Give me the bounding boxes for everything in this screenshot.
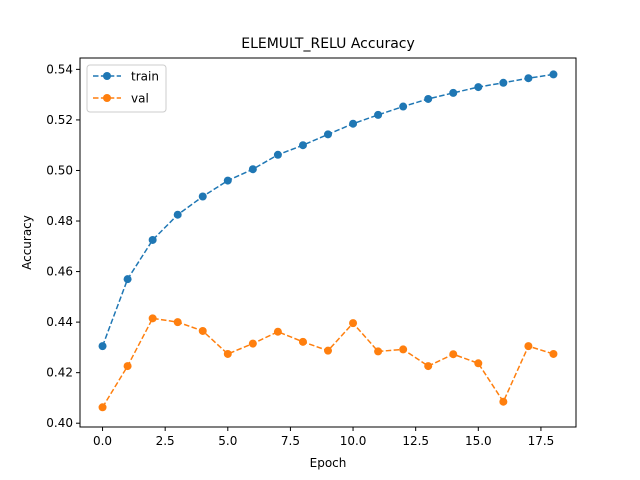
axes-frame (79, 57, 577, 428)
train-point (374, 110, 383, 119)
val-point (298, 337, 307, 346)
y-tick-label: 0.46 (46, 265, 73, 279)
train-point (424, 94, 433, 103)
chart-title: ELEMULT_RELU Accuracy (241, 36, 415, 52)
y-tick-label: 0.44 (46, 315, 73, 329)
train-point (499, 78, 508, 87)
val-point (324, 346, 332, 355)
legend: train val (86, 64, 167, 113)
train-point (298, 141, 307, 150)
axis-ticks: 0.0 2.5 5.0 7.5 10.0 12.5 15.0 17.5 0.40 0.42 0.44… (46, 62, 554, 448)
val-point (223, 349, 232, 358)
train-point (248, 165, 257, 174)
val-point (248, 339, 257, 348)
plot-area (98, 70, 558, 412)
x-tick-label: 12.5 (402, 434, 429, 448)
val-point (123, 362, 132, 371)
train-point (549, 70, 558, 79)
train-point (524, 74, 533, 83)
train-point (98, 342, 107, 351)
val-point (374, 347, 383, 356)
y-tick-label: 0.50 (46, 163, 73, 177)
legend-val-label: val (131, 92, 149, 106)
val-point (399, 345, 408, 354)
val-point (98, 403, 107, 412)
val-point (173, 318, 182, 327)
y-tick-label: 0.48 (46, 214, 73, 228)
val-point (148, 314, 157, 323)
x-tick-label: 5.0 (218, 434, 237, 448)
x-tick-label: 10.0 (340, 434, 367, 448)
train-point (223, 176, 232, 185)
x-axis-label: Epoch (310, 456, 347, 470)
train-point (399, 102, 408, 111)
val-point (474, 359, 483, 368)
legend-val-marker (103, 94, 111, 102)
train-point (324, 130, 332, 139)
x-tick-label: 7.5 (281, 434, 300, 448)
train-point (273, 150, 282, 159)
x-tick-label: 2.5 (156, 434, 175, 448)
x-tick-label: 17.5 (528, 434, 555, 448)
x-tick-label: 15.0 (465, 434, 492, 448)
train-point (173, 210, 182, 219)
y-axis-label: Accuracy (20, 215, 34, 270)
train-point (198, 192, 207, 201)
y-tick-label: 0.42 (46, 366, 73, 380)
train-point (449, 88, 458, 97)
val-point (273, 327, 282, 336)
legend-train-marker (103, 72, 111, 80)
val-point (349, 319, 358, 328)
val-point (549, 349, 558, 358)
val-point (499, 397, 508, 406)
val-point (524, 342, 533, 351)
y-tick-label: 0.52 (46, 113, 73, 127)
train-point (349, 119, 358, 128)
val-point (449, 350, 458, 359)
val-point (198, 326, 207, 335)
train-point (474, 83, 483, 92)
y-tick-label: 0.40 (46, 416, 73, 430)
legend-train-label: train (131, 70, 159, 84)
y-tick-label: 0.54 (46, 62, 73, 76)
val-point (424, 362, 433, 371)
train-point (148, 235, 157, 244)
x-tick-label: 0.0 (93, 434, 112, 448)
train-point (123, 275, 132, 284)
